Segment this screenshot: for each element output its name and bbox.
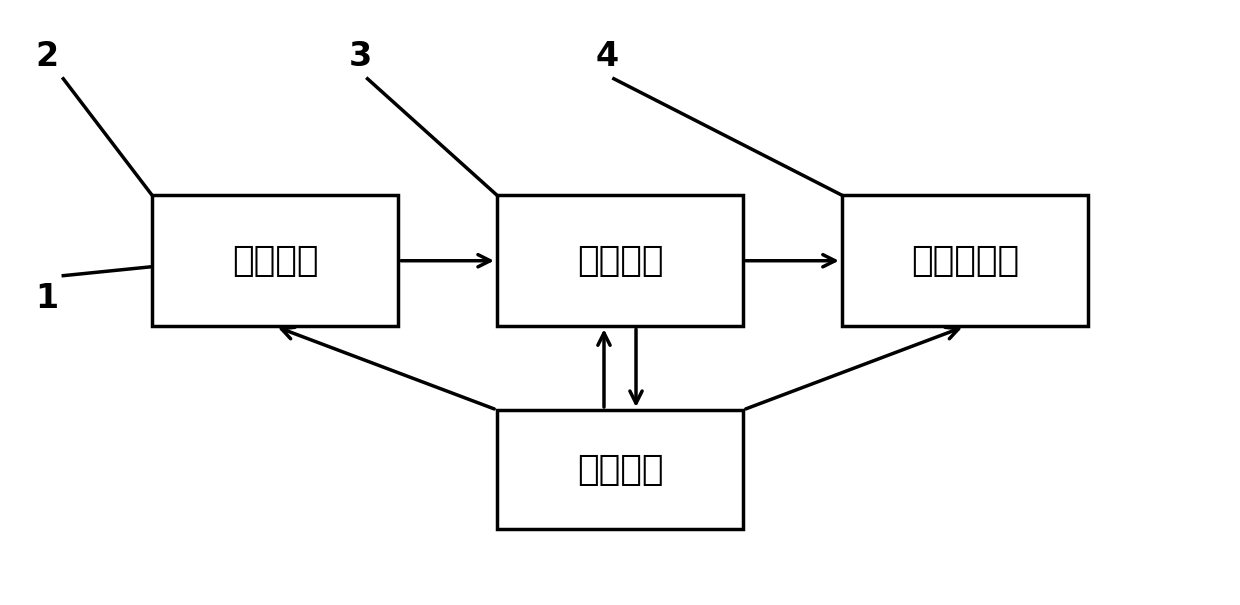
Text: 被测比例阀: 被测比例阀 bbox=[911, 244, 1019, 278]
Text: 1: 1 bbox=[35, 281, 58, 315]
Text: 能源泵站: 能源泵站 bbox=[232, 244, 319, 278]
Bar bbox=[842, 195, 1087, 326]
Bar bbox=[497, 195, 743, 326]
Text: 测试台体: 测试台体 bbox=[577, 244, 663, 278]
Text: 2: 2 bbox=[35, 40, 58, 73]
Text: 测试系统: 测试系统 bbox=[577, 453, 663, 486]
Bar bbox=[497, 410, 743, 529]
Bar bbox=[153, 195, 398, 326]
Text: 4: 4 bbox=[595, 40, 619, 73]
Text: 3: 3 bbox=[348, 40, 372, 73]
